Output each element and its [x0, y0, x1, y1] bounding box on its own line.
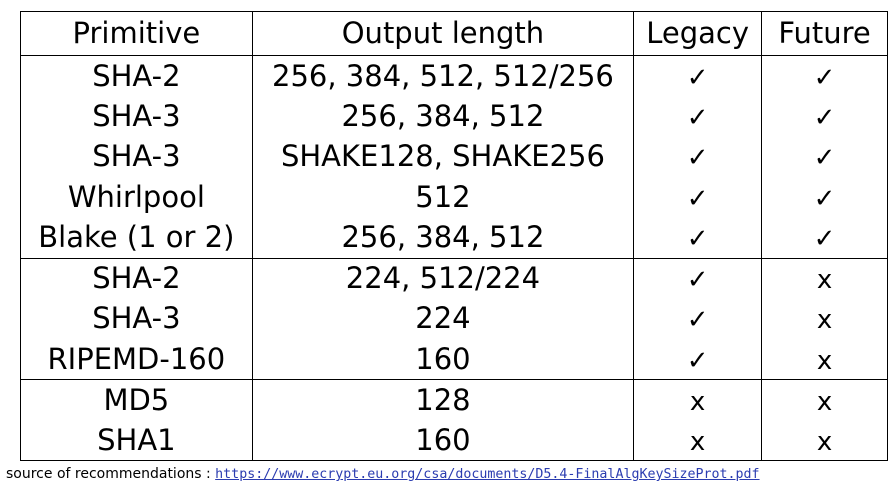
cell-future: ✓	[761, 96, 888, 137]
cell-primitive: Blake (1 or 2)	[20, 217, 253, 259]
table-row: Whirlpool 512 ✓ ✓	[20, 177, 888, 218]
source-label: source of recommendations :	[6, 466, 216, 482]
cell-future: ✓	[761, 177, 888, 218]
check-mark-icon: ✓	[686, 224, 709, 254]
cell-primitive: Whirlpool	[20, 177, 253, 218]
header-primitive: Primitive	[20, 11, 253, 56]
x-mark: x	[816, 386, 833, 417]
cell-output-length: 256, 384, 512	[251, 96, 635, 137]
check-mark-icon: ✓	[686, 143, 709, 174]
cell-future: x	[761, 379, 888, 420]
cell-output-length: 160	[251, 420, 635, 461]
header-future: Future	[761, 11, 888, 56]
cell-legacy: x	[633, 420, 763, 461]
check-mark-icon: ✓	[813, 143, 836, 174]
cell-legacy: ✓	[633, 258, 763, 299]
cell-future: ✓	[761, 55, 888, 96]
cell-legacy: ✓	[633, 339, 763, 380]
cell-legacy: ✓	[633, 217, 763, 259]
table-row: Blake (1 or 2) 256, 384, 512 ✓ ✓	[20, 217, 888, 259]
cell-primitive: SHA-3	[20, 136, 253, 177]
cell-future: ✓	[761, 217, 888, 259]
cell-primitive: SHA-3	[20, 96, 253, 137]
x-mark: x	[816, 426, 833, 457]
check-mark-icon: ✓	[686, 62, 709, 93]
check-mark-icon: ✓	[686, 265, 709, 295]
x-mark: x	[816, 345, 833, 376]
cell-primitive: SHA1	[20, 420, 253, 461]
check-mark-icon: ✓	[686, 183, 709, 214]
cell-output-length: 224, 512/224	[251, 258, 635, 299]
table-row: SHA-3 SHAKE128, SHAKE256 ✓ ✓	[20, 136, 888, 177]
cell-future: x	[761, 258, 888, 299]
cell-primitive: SHA-2	[20, 258, 253, 299]
cell-legacy: ✓	[633, 55, 763, 96]
table-row: SHA-3 256, 384, 512 ✓ ✓	[20, 96, 888, 137]
cell-legacy: x	[633, 379, 763, 420]
cell-primitive: SHA-3	[20, 298, 253, 339]
table-row: RIPEMD-160 160 ✓ x	[20, 339, 888, 380]
table-group: MD5 128 x x SHA1 160 x x	[20, 379, 888, 461]
cell-output-length: 256, 384, 512	[251, 217, 635, 259]
cell-output-length: 224	[251, 298, 635, 339]
source-note: source of recommendations : https://www.…	[6, 466, 760, 482]
cell-legacy: ✓	[633, 298, 763, 339]
check-mark-icon: ✓	[813, 62, 836, 93]
table-row: SHA-2 256, 384, 512, 512/256 ✓ ✓	[20, 55, 888, 96]
check-mark-icon: ✓	[813, 102, 836, 133]
cell-future: x	[761, 298, 888, 339]
cell-future: x	[761, 420, 888, 461]
cell-output-length: 160	[251, 339, 635, 380]
cell-output-length: SHAKE128, SHAKE256	[251, 136, 635, 177]
check-mark-icon: ✓	[686, 345, 709, 376]
source-link[interactable]: https://www.ecrypt.eu.org/csa/documents/…	[215, 467, 760, 482]
table-row: SHA-3 224 ✓ x	[20, 298, 888, 339]
cell-primitive: MD5	[20, 379, 253, 420]
cell-legacy: ✓	[633, 96, 763, 137]
cell-future: x	[761, 339, 888, 380]
hash-recommendation-table: Primitive Output length Legacy Future SH…	[20, 11, 888, 461]
check-mark-icon: ✓	[686, 102, 709, 133]
cell-output-length: 128	[251, 379, 635, 420]
check-mark-icon: ✓	[813, 224, 836, 254]
table-row: MD5 128 x x	[20, 379, 888, 420]
cell-output-length: 512	[251, 177, 635, 218]
cell-primitive: SHA-2	[20, 55, 253, 96]
table-row: SHA1 160 x x	[20, 420, 888, 461]
table-group: SHA-2 224, 512/224 ✓ x SHA-3 224 ✓ x RIPEMD-160 1…	[20, 258, 888, 380]
table-row: SHA-2 224, 512/224 ✓ x	[20, 258, 888, 299]
cell-output-length: 256, 384, 512, 512/256	[251, 55, 635, 96]
cell-legacy: ✓	[633, 136, 763, 177]
x-mark: x	[816, 305, 833, 336]
check-mark-icon: ✓	[813, 183, 836, 214]
x-mark: x	[816, 265, 833, 295]
x-mark: x	[689, 386, 706, 417]
x-mark: x	[689, 426, 706, 457]
table-group: SHA-2 256, 384, 512, 512/256 ✓ ✓ SHA-3 256, 3…	[20, 55, 888, 259]
cell-legacy: ✓	[633, 177, 763, 218]
check-mark-icon: ✓	[686, 305, 709, 336]
header-output-length: Output length	[251, 11, 635, 56]
cell-primitive: RIPEMD-160	[20, 339, 253, 380]
cell-future: ✓	[761, 136, 888, 177]
header-legacy: Legacy	[633, 11, 763, 56]
table-header-row: Primitive Output length Legacy Future	[20, 11, 888, 56]
